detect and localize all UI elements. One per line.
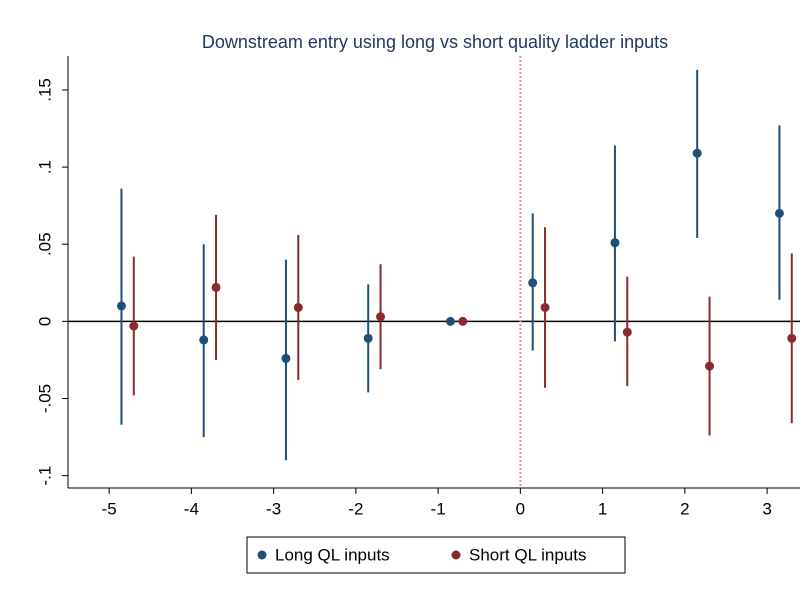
chart-title: Downstream entry using long vs short qua…: [202, 32, 668, 52]
x-tick-label: 3: [762, 499, 771, 518]
point: [129, 321, 139, 331]
point: [199, 335, 209, 345]
x-tick-label: 0: [516, 499, 525, 518]
point: [445, 316, 455, 326]
point: [705, 361, 715, 371]
x-tick-label: 2: [680, 499, 689, 518]
y-tick-label: .15: [35, 78, 54, 102]
point: [458, 316, 468, 326]
point: [281, 353, 291, 363]
point: [692, 148, 702, 158]
y-tick-label: .05: [35, 232, 54, 256]
legend-marker: [451, 550, 461, 560]
point: [363, 333, 373, 343]
legend-label: Short QL inputs: [469, 545, 587, 564]
point: [610, 238, 620, 248]
point: [211, 282, 221, 292]
point: [116, 301, 126, 311]
point: [787, 333, 797, 343]
legend-marker: [257, 550, 267, 560]
point: [528, 278, 538, 288]
point: [293, 302, 303, 312]
point: [540, 302, 550, 312]
x-tick-label: -2: [348, 499, 363, 518]
y-tick-label: 0: [35, 317, 54, 326]
y-tick-label: .1: [35, 160, 54, 174]
y-tick-label: -.05: [35, 384, 54, 413]
x-tick-label: -3: [266, 499, 281, 518]
x-tick-label: -1: [431, 499, 446, 518]
point: [774, 208, 784, 218]
legend-label: Long QL inputs: [275, 545, 390, 564]
point: [622, 327, 632, 337]
legend: [246, 536, 626, 574]
x-tick-label: -4: [184, 499, 199, 518]
x-tick-label: 1: [598, 499, 607, 518]
y-tick-label: -.1: [35, 466, 54, 486]
x-tick-label: -5: [102, 499, 117, 518]
point: [376, 312, 386, 322]
